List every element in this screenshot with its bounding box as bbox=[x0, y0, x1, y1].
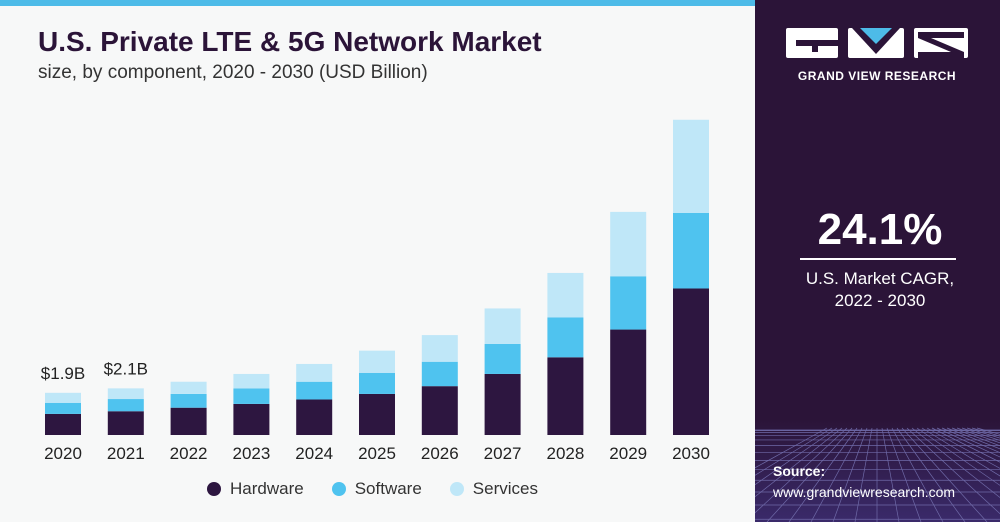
data-label-2020: $1.9B bbox=[41, 364, 85, 383]
legend-item-software: Software bbox=[331, 479, 422, 499]
bar-hardware-2024 bbox=[296, 399, 333, 435]
legend-swatch-software bbox=[331, 482, 346, 496]
x-tick-label-2020: 2020 bbox=[44, 444, 82, 463]
cagr-label-line-2: 2022 - 2030 bbox=[834, 291, 926, 310]
x-tick-label-2030: 2030 bbox=[672, 444, 710, 463]
bar-services-2024 bbox=[296, 363, 333, 382]
bar-hardware-2023 bbox=[233, 403, 270, 435]
bar-software-2022 bbox=[170, 393, 207, 408]
bar-services-2030 bbox=[673, 119, 709, 213]
x-tick-label-2027: 2027 bbox=[484, 444, 522, 463]
legend-item-hardware: Hardware bbox=[207, 479, 304, 499]
bar-software-2030 bbox=[673, 213, 709, 289]
bar-services-2028 bbox=[547, 272, 584, 318]
bar-software-2029 bbox=[610, 276, 647, 330]
legend-item-services: Services bbox=[449, 479, 538, 499]
bar-software-2026 bbox=[421, 361, 458, 387]
bar-services-2023 bbox=[233, 373, 270, 389]
chart-subtitle: size, by component, 2020 - 2030 (USD Bil… bbox=[38, 62, 428, 83]
cagr-value: 24.1% bbox=[817, 205, 943, 254]
bar-software-2028 bbox=[547, 317, 584, 358]
bar-services-2029 bbox=[610, 211, 647, 277]
legend-swatch-services bbox=[449, 482, 464, 496]
legend-label-services: Services bbox=[472, 479, 538, 498]
decorative-grid-graphic bbox=[755, 420, 1000, 522]
legend-label-software: Software bbox=[354, 479, 422, 498]
bar-hardware-2021 bbox=[107, 411, 144, 435]
legend-swatch-hardware bbox=[207, 482, 221, 496]
bar-hardware-2026 bbox=[421, 386, 458, 435]
bar-software-2024 bbox=[296, 381, 333, 400]
source-label: Source: bbox=[773, 463, 826, 479]
bar-software-2025 bbox=[359, 372, 395, 394]
bar-hardware-2020 bbox=[45, 413, 81, 435]
bar-software-2020 bbox=[45, 402, 81, 414]
bar-services-2022 bbox=[170, 381, 207, 394]
chart-title: U.S. Private LTE & 5G Network Market bbox=[38, 26, 542, 57]
bar-services-2027 bbox=[484, 308, 521, 344]
bar-hardware-2030 bbox=[673, 288, 709, 435]
bar-software-2023 bbox=[233, 388, 270, 404]
bar-services-2020 bbox=[45, 392, 81, 403]
bar-software-2021 bbox=[107, 399, 144, 412]
bar-services-2026 bbox=[421, 335, 458, 362]
bar-services-2025 bbox=[359, 350, 395, 373]
grand-view-research-logo bbox=[786, 28, 968, 58]
accent-bar bbox=[0, 0, 755, 6]
cagr-label: U.S. Market CAGR, 2022 - 2030 bbox=[790, 268, 970, 312]
stacked-bar-chart: 2020 $1.9B 2021 $2.1B 2022 2023 2024 2025 2026 20… bbox=[41, 119, 710, 463]
x-tick-label-2021: 2021 bbox=[107, 444, 145, 463]
data-label-2021: $2.1B bbox=[104, 359, 148, 378]
legend-label-hardware: Hardware bbox=[230, 479, 304, 498]
bar-hardware-2028 bbox=[547, 357, 584, 435]
bar-hardware-2029 bbox=[610, 329, 647, 435]
x-tick-label-2023: 2023 bbox=[232, 444, 270, 463]
bar-hardware-2027 bbox=[484, 373, 521, 435]
cagr-label-line-1: U.S. Market CAGR, bbox=[805, 269, 955, 288]
x-tick-label-2024: 2024 bbox=[295, 444, 333, 463]
bar-hardware-2022 bbox=[170, 407, 207, 435]
x-tick-label-2022: 2022 bbox=[170, 444, 208, 463]
brand-name: GRAND VIEW RESEARCH bbox=[797, 69, 957, 83]
x-tick-label-2025: 2025 bbox=[358, 444, 396, 463]
chart-legend: Hardware Software Services bbox=[207, 478, 566, 500]
x-tick-label-2028: 2028 bbox=[546, 444, 584, 463]
bar-services-2021 bbox=[107, 388, 144, 400]
bar-software-2027 bbox=[484, 343, 521, 374]
x-tick-label-2029: 2029 bbox=[609, 444, 647, 463]
bar-hardware-2025 bbox=[359, 393, 395, 435]
source-url: www.grandviewresearch.com bbox=[773, 484, 956, 500]
cagr-divider bbox=[800, 258, 956, 260]
x-tick-label-2026: 2026 bbox=[421, 444, 459, 463]
